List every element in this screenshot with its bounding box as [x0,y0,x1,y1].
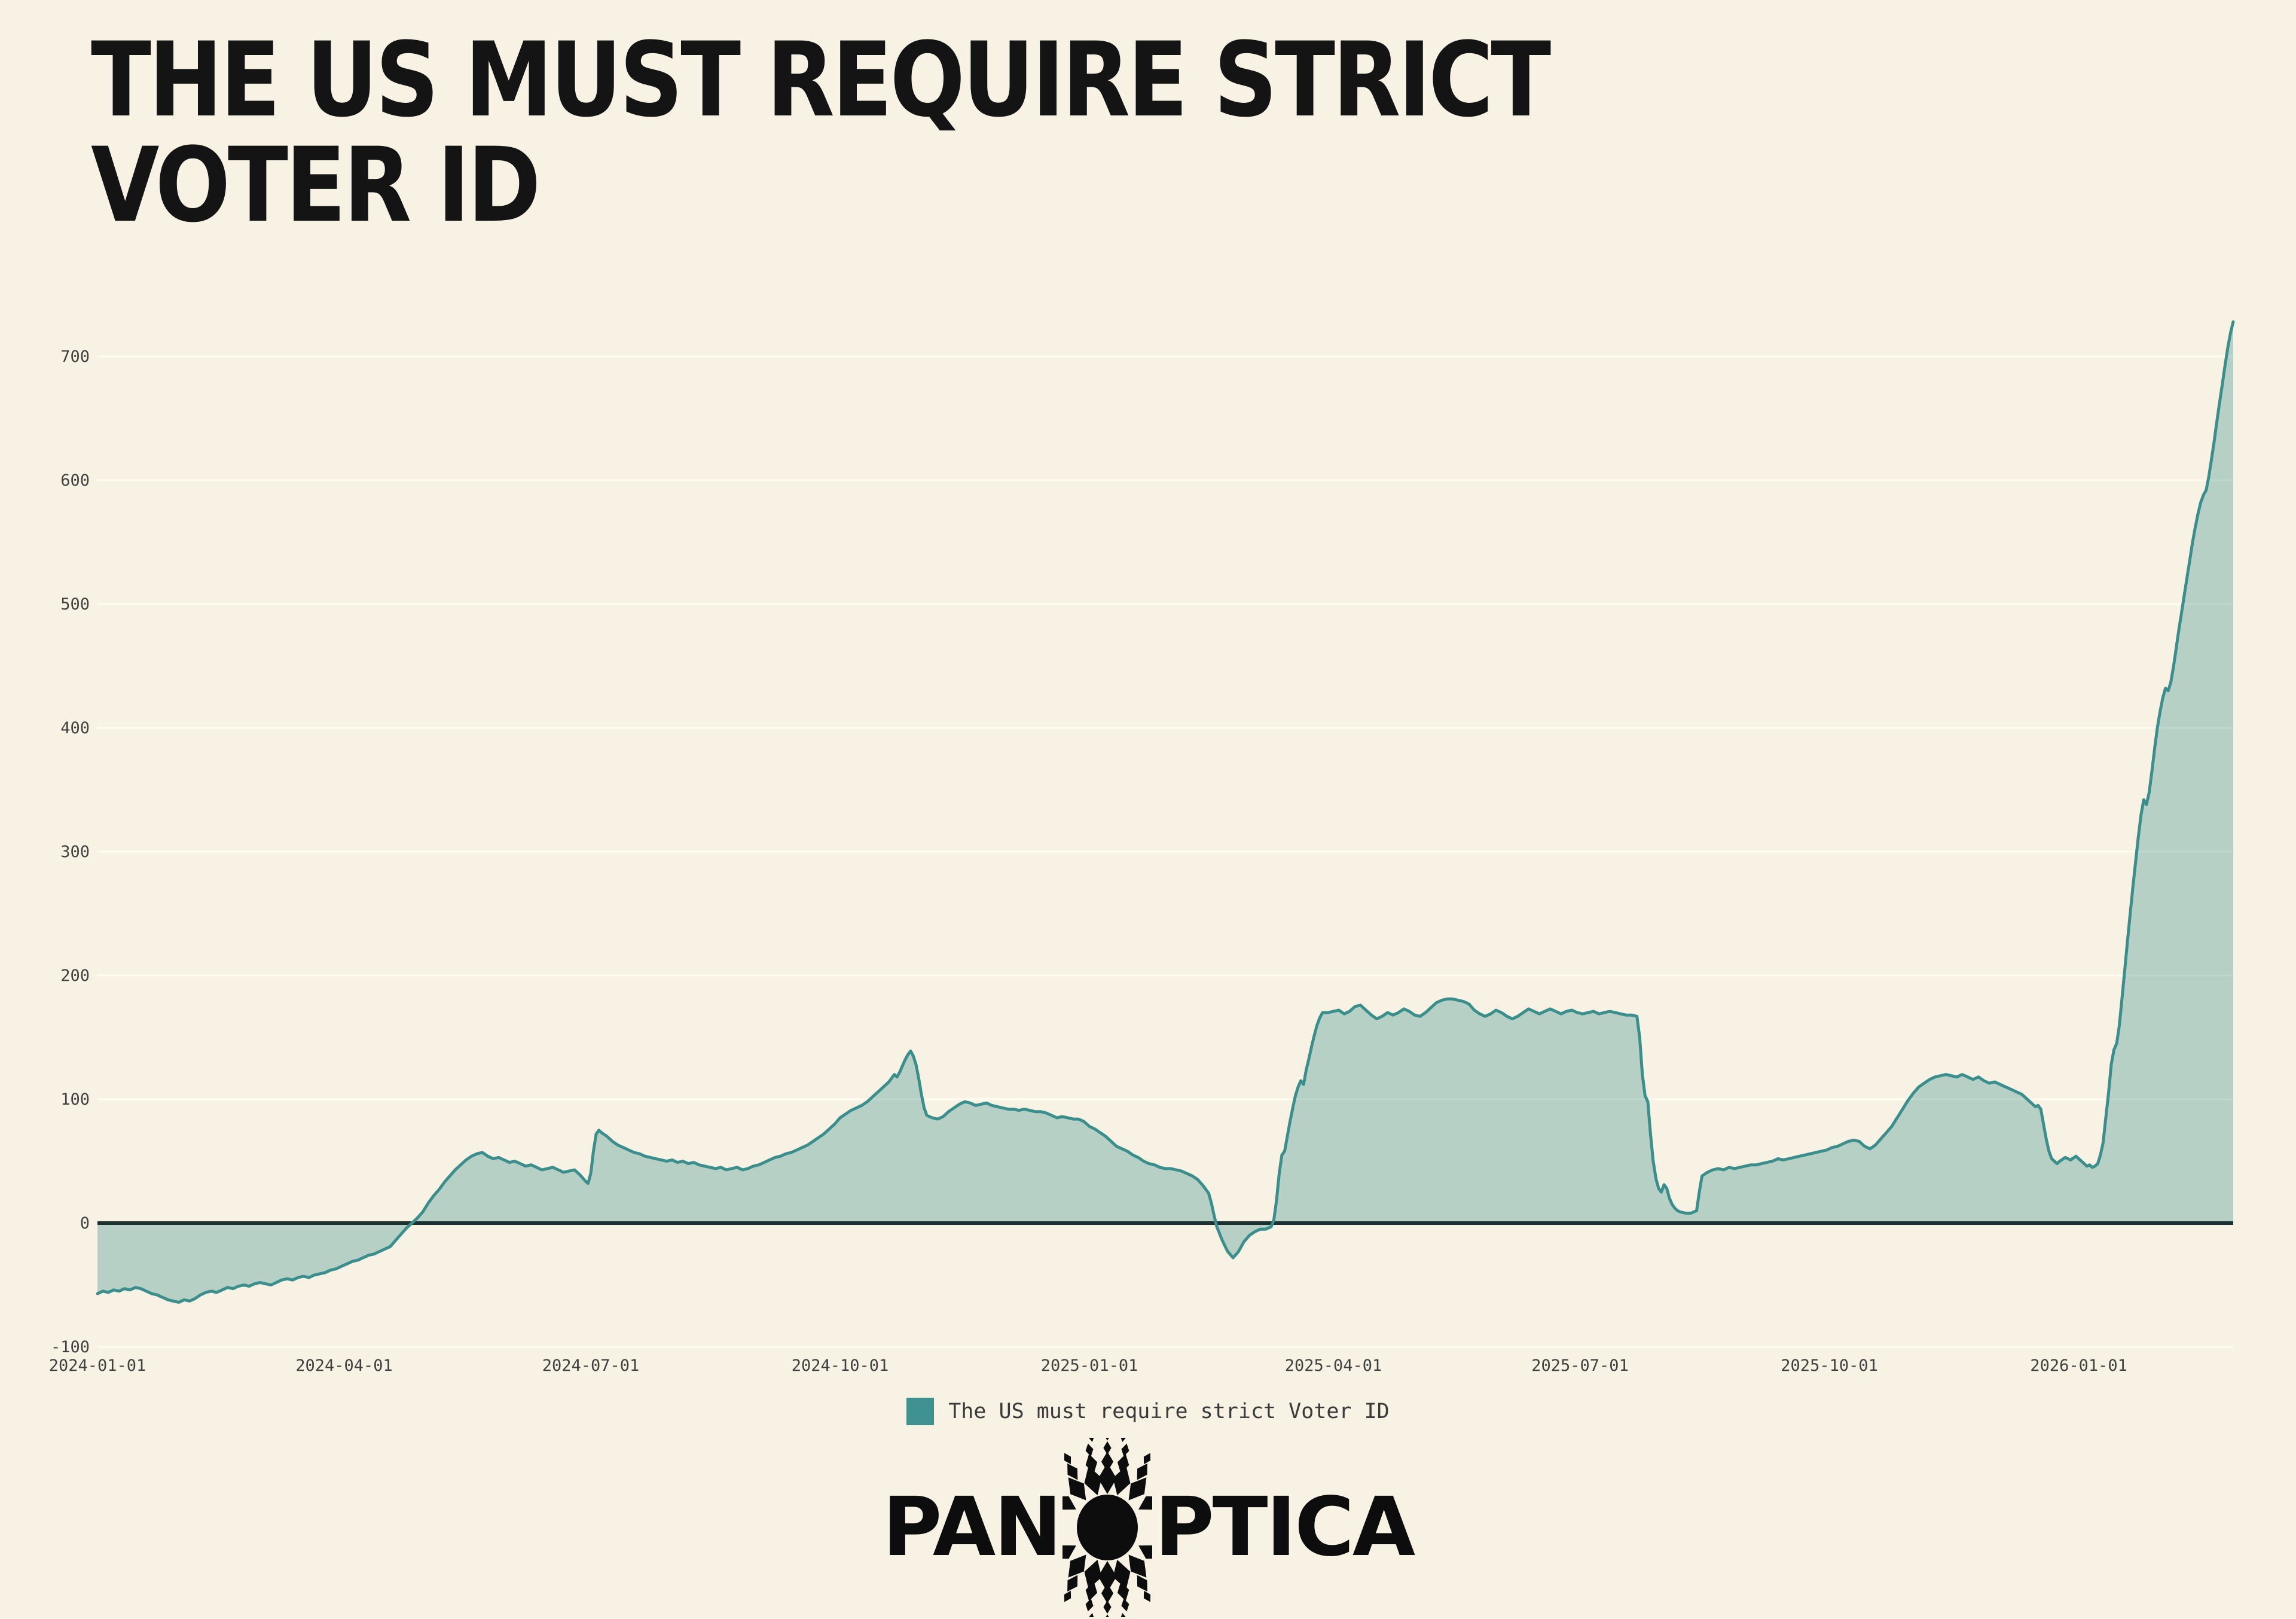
y-tick-label: 0 [80,1214,90,1233]
logo-text-right: PTICA [1155,1480,1415,1575]
y-tick-label: 200 [60,966,90,985]
y-tick-label: 500 [60,595,90,614]
x-tick-label: 2025-01-01 [1041,1356,1138,1375]
logo-eye-sparkle-icon [1062,1437,1153,1617]
x-tick-label: 2024-01-01 [49,1356,146,1375]
y-tick-label: 700 [60,347,90,366]
y-tick-label: 600 [60,471,90,490]
y-tick-label: 400 [60,719,90,737]
y-tick-label: -100 [51,1338,90,1356]
y-tick-label: 100 [60,1090,90,1109]
y-tick-label: 300 [60,843,90,861]
x-tick-label: 2024-04-01 [295,1356,393,1375]
x-tick-label: 2024-10-01 [792,1356,889,1375]
chart-legend: The US must require strict Voter ID [0,1398,2296,1425]
legend-label: The US must require strict Voter ID [948,1400,1390,1423]
logo-text-left: PAN [882,1480,1062,1575]
panoptica-logo: PAN PTICA [0,1435,2296,1619]
x-tick-label: 2025-10-01 [1781,1356,1878,1375]
x-tick-label: 2025-07-01 [1531,1356,1629,1375]
x-tick-label: 2025-04-01 [1285,1356,1382,1375]
legend-swatch-icon [906,1398,935,1425]
page-title: THE US MUST REQUIRE STRICT VOTER ID [91,20,1551,245]
x-tick-label: 2024-07-01 [542,1356,640,1375]
x-tick-label: 2026-01-01 [2030,1356,2127,1375]
